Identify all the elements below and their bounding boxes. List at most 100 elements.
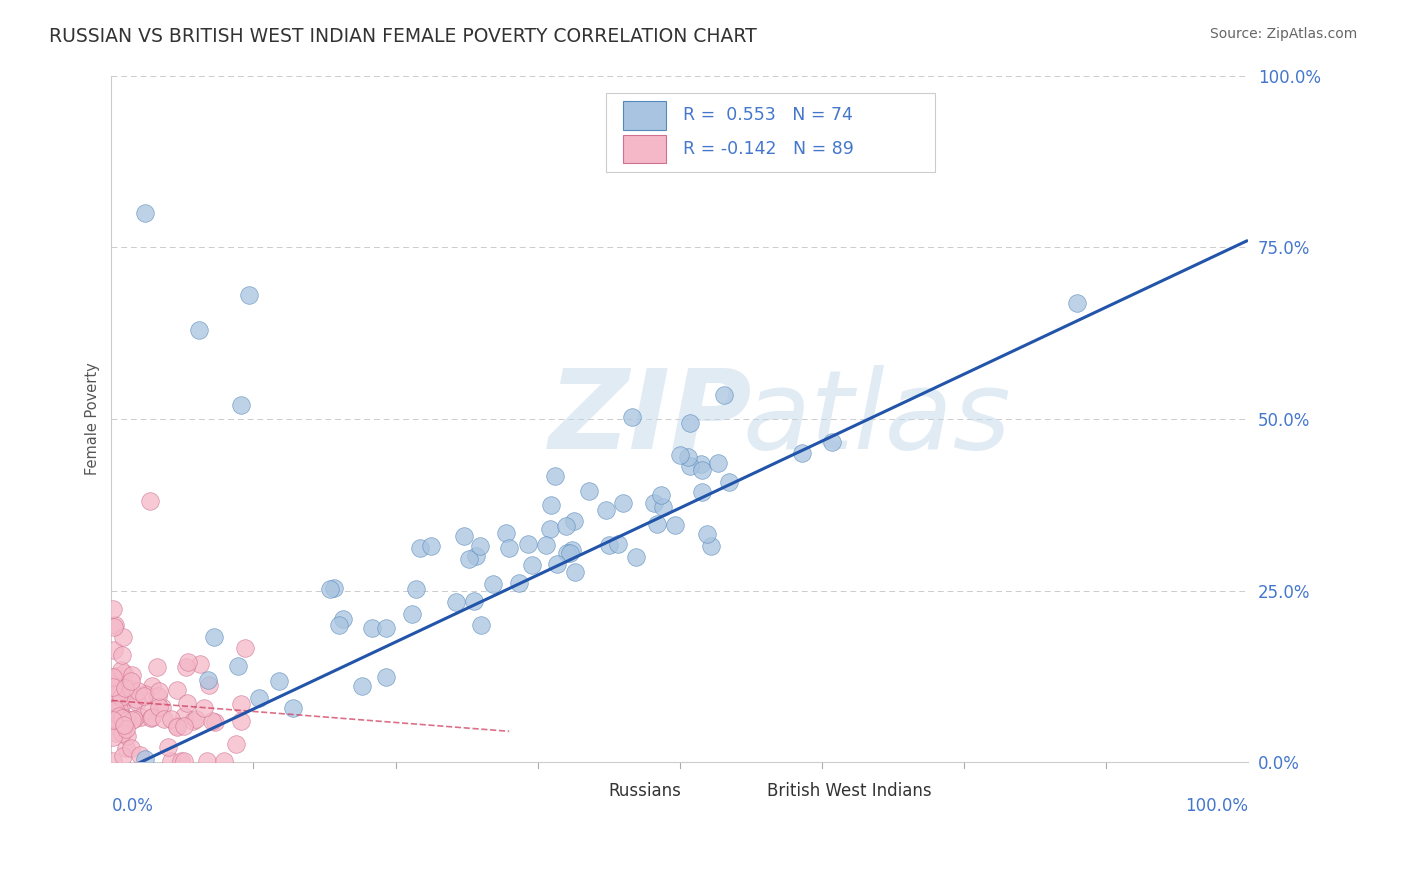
Point (679, 417, 702, 431)
Point (679, 458, 702, 473)
Text: British West Indians: British West Indians (768, 782, 932, 800)
Point (352, 679, 374, 693)
Point (127, 683, 149, 698)
Point (193, 700, 215, 714)
Point (713, 387, 735, 401)
Point (361, 621, 384, 635)
Point (141, 680, 163, 694)
Point (332, 612, 354, 626)
FancyBboxPatch shape (720, 780, 756, 801)
Point (169, 754, 191, 768)
Point (405, 582, 427, 597)
Point (420, 539, 443, 553)
Point (166, 720, 188, 734)
Point (409, 541, 432, 556)
Point (110, 663, 132, 677)
Point (173, 719, 195, 733)
FancyBboxPatch shape (623, 135, 666, 163)
Point (174, 660, 197, 674)
Point (121, 713, 143, 727)
Point (465, 549, 488, 563)
Point (562, 515, 585, 529)
Point (323, 582, 346, 596)
Point (101, 711, 124, 725)
Text: 100.0%: 100.0% (1185, 797, 1249, 814)
Point (458, 552, 481, 566)
Point (624, 549, 647, 564)
Point (122, 713, 145, 727)
Point (153, 712, 176, 726)
Point (561, 543, 583, 558)
Point (700, 539, 723, 553)
Point (173, 754, 195, 768)
Text: RUSSIAN VS BRITISH WEST INDIAN FEMALE POVERTY CORRELATION CHART: RUSSIAN VS BRITISH WEST INDIAN FEMALE PO… (49, 27, 756, 45)
Point (522, 558, 544, 572)
Point (120, 681, 142, 696)
Point (108, 702, 131, 716)
FancyBboxPatch shape (561, 780, 598, 801)
Point (1066, 296, 1088, 310)
Point (607, 537, 630, 551)
Point (152, 700, 174, 714)
Point (110, 699, 132, 714)
Point (101, 602, 124, 616)
Point (283, 700, 305, 714)
Point (173, 708, 195, 723)
Point (267, 673, 290, 688)
Point (120, 673, 142, 688)
Point (111, 630, 134, 644)
Point (101, 754, 124, 768)
Point (578, 483, 600, 498)
Point (470, 617, 492, 632)
Point (101, 730, 124, 744)
Point (138, 703, 160, 717)
Point (159, 713, 181, 727)
Point (111, 726, 134, 740)
Point (481, 576, 503, 591)
Point (690, 457, 713, 471)
Point (197, 673, 219, 687)
Point (534, 538, 557, 552)
Point (112, 749, 135, 764)
Point (555, 546, 578, 560)
Point (166, 719, 188, 733)
Text: ZIP: ZIP (548, 366, 752, 473)
Point (204, 714, 226, 729)
Point (226, 658, 249, 673)
Point (792, 446, 814, 460)
Point (114, 711, 136, 725)
Point (821, 435, 844, 450)
Text: R = -0.142   N = 89: R = -0.142 N = 89 (683, 140, 853, 158)
Point (134, 206, 156, 220)
Point (247, 690, 270, 705)
Point (103, 702, 125, 716)
Text: R =  0.553   N = 74: R = 0.553 N = 74 (683, 106, 853, 124)
Point (555, 519, 578, 533)
Text: 0.0%: 0.0% (111, 797, 153, 814)
Point (101, 696, 124, 710)
Point (104, 706, 127, 720)
Point (238, 288, 260, 302)
Point (159, 754, 181, 768)
Point (112, 718, 135, 732)
Point (103, 620, 125, 634)
Point (129, 747, 152, 762)
Point (560, 546, 582, 560)
Point (463, 594, 485, 608)
Point (446, 594, 468, 608)
Point (112, 665, 135, 680)
Point (643, 496, 665, 510)
Text: Source: ZipAtlas.com: Source: ZipAtlas.com (1209, 27, 1357, 41)
Point (103, 689, 125, 703)
Point (214, 754, 236, 768)
Point (104, 618, 127, 632)
Point (201, 714, 224, 729)
Text: Russians: Russians (607, 782, 681, 800)
Point (595, 503, 617, 517)
Point (121, 668, 143, 682)
Point (598, 538, 620, 552)
Point (508, 575, 530, 590)
Point (129, 710, 152, 724)
Point (540, 498, 562, 512)
Point (676, 450, 699, 465)
